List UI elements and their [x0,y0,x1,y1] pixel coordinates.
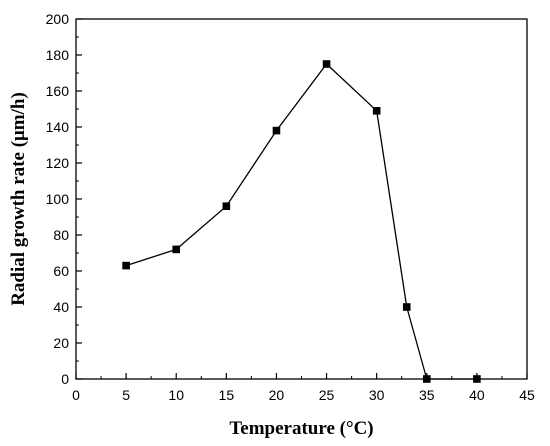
y-tick-label: 80 [53,227,69,243]
y-tick-label: 40 [53,299,69,315]
x-tick-label: 30 [369,387,385,403]
x-tick-label: 20 [269,387,285,403]
data-point-marker [172,245,181,254]
y-tick-label: 20 [53,335,69,351]
data-point-marker [122,261,130,270]
x-tick-label: 25 [319,387,335,403]
x-axis-title: Temperature (°C) [229,418,373,439]
y-tick-label: 60 [53,263,69,279]
y-tick-label: 100 [46,191,70,207]
data-point-marker [222,202,231,210]
plot-area-frame [75,18,528,380]
x-tick-label: 35 [419,387,435,403]
series-line [125,63,477,380]
x-tick-label: 15 [219,387,235,403]
y-tick-label: 0 [61,371,69,387]
y-axis-ticks: 0 20 40 60 80 100 120 140 160 180 200 [46,11,82,387]
x-tick-label: 10 [168,387,184,403]
x-tick-label: 40 [469,387,485,403]
y-tick-label: 140 [46,119,70,135]
x-tick-label: 0 [72,387,80,403]
data-point-marker [473,375,481,383]
y-tick-label: 200 [46,11,70,27]
x-tick-label: 5 [122,387,130,403]
x-axis-ticks: 0 5 10 15 20 25 30 35 40 45 [72,373,535,403]
data-point-marker [272,126,281,135]
data-point-marker [322,60,331,68]
data-point-marker [372,107,381,115]
y-tick-label: 120 [46,155,70,171]
y-tick-label: 180 [46,47,70,63]
data-point-marker [422,375,431,383]
x-tick-label: 45 [519,387,535,403]
data-point-marker [402,303,411,311]
y-axis-title: Radial growth rate (μm/h) [8,92,29,306]
series-layer [122,60,481,383]
y-tick-label: 160 [46,83,70,99]
